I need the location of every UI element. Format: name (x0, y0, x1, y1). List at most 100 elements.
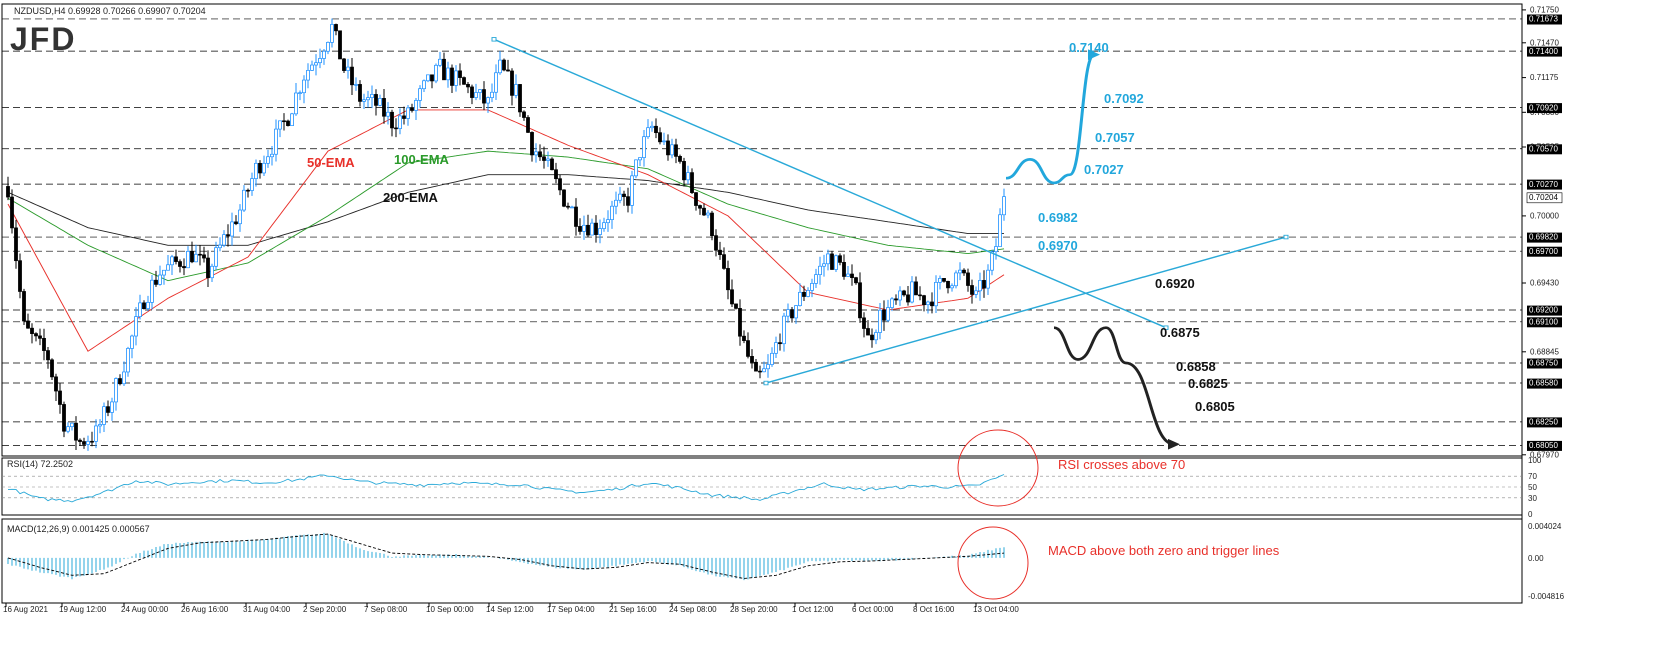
candle-body (506, 69, 510, 72)
candle-body (154, 279, 158, 285)
candle-body (662, 140, 666, 143)
time-tick-label: 16 Aug 2021 (3, 605, 48, 614)
candle-body (858, 282, 862, 319)
candle-body (1002, 196, 1006, 216)
candle-body (682, 161, 686, 181)
price-level-lines (2, 18, 1522, 446)
price-tick-label: 0.68845 (1530, 348, 1559, 357)
candle-body (354, 84, 358, 86)
time-tick-label: 24 Aug 00:00 (121, 605, 169, 614)
candle-body (258, 162, 262, 174)
candle-body (850, 273, 854, 279)
candle-body (942, 278, 946, 282)
candle-body (998, 214, 1002, 247)
rsi-tick-label: 100 (1528, 456, 1542, 465)
price-badge-label: 0.68580 (1529, 379, 1558, 388)
candle-body (726, 268, 730, 291)
candle-body (342, 58, 346, 71)
price-tick-label: 0.69430 (1530, 279, 1559, 288)
candle-body (714, 235, 718, 251)
candle-body (870, 334, 874, 341)
ema50-label: 50-EMA (307, 155, 355, 170)
candle-body (614, 199, 618, 207)
candle-body (762, 368, 766, 373)
rsi-panel-frame (2, 514, 1522, 633)
candle-body (38, 335, 42, 339)
candle-body (446, 67, 450, 81)
candle-body (98, 424, 102, 427)
candle-body (706, 212, 710, 216)
projection-down-arrow (1053, 326, 1180, 450)
trendline-1 (765, 236, 1287, 384)
candle-body (138, 302, 142, 317)
time-tick-label: 28 Sep 20:00 (730, 605, 778, 614)
candle-body (250, 178, 254, 191)
candle-body (802, 291, 806, 297)
candle-body (438, 58, 442, 66)
candle-body (538, 151, 542, 158)
candle-body (118, 378, 122, 385)
macd-tick-label: 0.004024 (1528, 522, 1562, 531)
candle-body (570, 206, 574, 209)
candle-body (542, 156, 546, 161)
price-badge (1527, 46, 1562, 57)
candle-body (42, 337, 46, 351)
candle-body (650, 125, 654, 129)
macd-signal-line (7, 533, 1005, 579)
candle-body (566, 205, 570, 208)
candle-body (922, 295, 926, 306)
candle-body (282, 120, 286, 123)
candle-body (958, 269, 962, 274)
candle-body (174, 256, 178, 262)
candle-body (90, 440, 94, 443)
candle-body (510, 70, 514, 96)
candle-body (74, 422, 78, 441)
candle-body (274, 128, 278, 155)
candle-body (866, 328, 870, 336)
ema100-line (7, 150, 1005, 282)
candle-body (414, 100, 418, 111)
price-badge-label: 0.68250 (1529, 418, 1558, 427)
candle-body (654, 125, 658, 134)
candle-body (930, 301, 934, 307)
price-badge-label: 0.71400 (1529, 47, 1558, 56)
candle-body (642, 136, 646, 158)
time-tick-label: 24 Sep 08:00 (669, 605, 717, 614)
candle-body (558, 178, 562, 191)
candle-body (330, 24, 334, 43)
price-badge (1527, 14, 1562, 25)
price-badge (1527, 305, 1562, 316)
candle-body (810, 283, 814, 291)
candle-body (430, 74, 434, 82)
candle-body (162, 269, 166, 276)
candle-body (362, 99, 366, 102)
candle-body (302, 79, 306, 94)
candle-body (22, 291, 26, 322)
candle-body (578, 226, 582, 232)
candle-body (214, 247, 218, 267)
candle-body (202, 254, 206, 259)
candle-body (58, 390, 62, 405)
candle-body (990, 251, 994, 271)
candle-body (734, 303, 738, 309)
candle-body (766, 364, 770, 370)
candle-body (402, 115, 406, 119)
candle-body (986, 269, 990, 289)
macd-tick-label: 0.00 (1528, 554, 1544, 563)
candle-body (842, 262, 846, 277)
time-tick-label: 17 Sep 04:00 (547, 605, 595, 614)
candle-body (490, 91, 494, 98)
candle-body (834, 255, 838, 270)
trendline-0 (493, 38, 1167, 329)
price-badge-label: 0.70270 (1529, 180, 1558, 189)
candle-body (286, 120, 290, 126)
candle-body (398, 115, 402, 129)
candle-body (434, 64, 438, 82)
candle-body (110, 401, 114, 413)
candle-body (786, 309, 790, 317)
candle-body (378, 98, 382, 106)
price-badge (1527, 144, 1562, 155)
candle-body (626, 196, 630, 206)
candle-body (334, 24, 338, 32)
